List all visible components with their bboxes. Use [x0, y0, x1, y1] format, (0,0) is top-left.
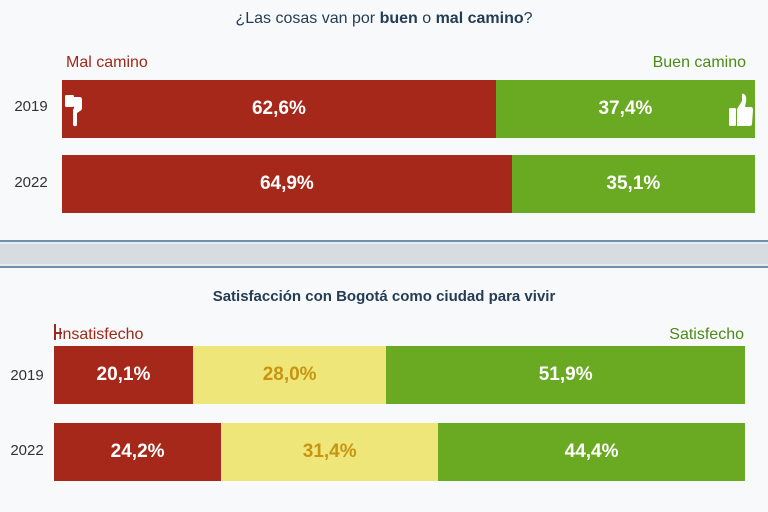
year-label: 2022 — [14, 174, 48, 191]
panel-divider — [0, 244, 768, 264]
legend-satisfecho: Satisfecho — [669, 326, 744, 343]
bar-segment: 64,9% — [62, 155, 512, 213]
chart-title-camino: ¿Las cosas van por buen o mal camino? — [0, 10, 768, 28]
bracket-line — [54, 332, 62, 334]
bar-segment: 31,4% — [221, 423, 439, 481]
bar-segment: 37,4% — [495, 80, 755, 138]
year-label: 2019 — [14, 98, 48, 115]
chart-title-satisfaccion: Satisfacción con Bogotá como ciudad para… — [212, 288, 556, 305]
data-label: 35,1% — [606, 173, 661, 194]
legend-mal-camino: Mal camino — [66, 54, 148, 71]
stacked-bar-2022: 64,9% 35,1% — [62, 155, 755, 213]
data-label: 20,1% — [96, 364, 151, 385]
year-label: 2019 — [10, 367, 44, 384]
chart-panel-satisfaccion: Satisfacción con Bogotá como ciudad para… — [0, 266, 768, 512]
thumbs-down-icon — [65, 95, 82, 127]
bar-segment: 28,0% — [192, 346, 387, 404]
bar-segment: 62,6% — [62, 80, 496, 138]
bar-segment: 20,1% — [54, 346, 193, 404]
data-label: 51,9% — [538, 364, 593, 385]
title-part: ¿Las cosas van por — [235, 10, 380, 27]
data-label: 64,9% — [259, 173, 314, 194]
title-part-bold: buen — [379, 10, 418, 27]
data-label: 24,2% — [110, 441, 165, 462]
thumbs-up-icon — [729, 93, 753, 126]
bar-segment: 44,4% — [438, 423, 745, 481]
data-label: 37,4% — [598, 98, 653, 119]
legend-insatisfecho: Insatisfecho — [58, 326, 144, 343]
title-part: ? — [523, 10, 533, 27]
chart-panel-camino: ¿Las cosas van por buen o mal camino? Ma… — [0, 0, 768, 242]
bar-segment: 24,2% — [54, 423, 222, 481]
bar-segment: 51,9% — [386, 346, 745, 404]
stacked-bar-2022: 24,2% 31,4% 44,4% — [54, 423, 745, 481]
data-label: 28,0% — [262, 364, 317, 385]
title-part: o — [417, 10, 436, 27]
year-label: 2022 — [10, 442, 44, 459]
bar-segment: 35,1% — [511, 155, 755, 213]
stacked-bar-2019: 62,6% 37,4% — [62, 80, 755, 138]
data-label: 44,4% — [564, 441, 619, 462]
legend-buen-camino: Buen camino — [652, 54, 746, 71]
title-part-bold: mal camino — [435, 10, 524, 27]
data-label: 31,4% — [302, 441, 357, 462]
stacked-bar-2019: 20,1% 28,0% 51,9% — [54, 346, 745, 404]
data-label: 62,6% — [251, 98, 306, 119]
